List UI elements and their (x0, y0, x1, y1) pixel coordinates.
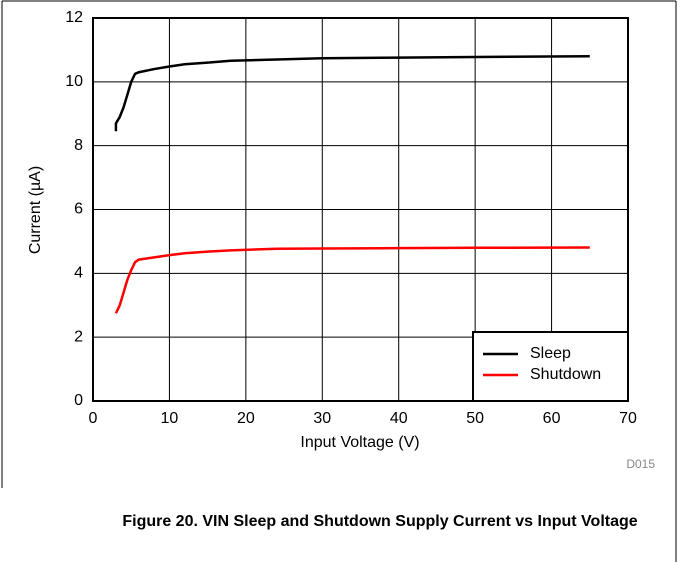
x-tick-label: 70 (619, 410, 637, 427)
x-tick-label: 0 (89, 410, 98, 427)
y-tick-label: 0 (74, 392, 83, 409)
y-axis-label: Current (µA) (27, 166, 44, 254)
y-tick-label: 12 (65, 9, 83, 26)
legend-box (472, 331, 629, 402)
x-tick-label: 60 (543, 410, 561, 427)
x-tick-label: 20 (237, 410, 255, 427)
x-axis-label: Input Voltage (V) (300, 434, 419, 451)
y-tick-label: 6 (74, 201, 83, 218)
x-tick-label: 10 (161, 410, 179, 427)
series-line (114, 55, 590, 132)
y-tick-label: 2 (74, 328, 83, 345)
caption: Figure 20. VIN Sleep and Shutdown Supply… (122, 513, 638, 530)
series-line (114, 246, 590, 314)
x-tick-label: 40 (390, 410, 408, 427)
x-tick-label: 50 (466, 410, 484, 427)
x-tick-label: 30 (313, 410, 331, 427)
legend-label: Sleep (530, 345, 571, 362)
legend-label: Shutdown (530, 366, 601, 383)
figure-code: D015 (626, 457, 655, 471)
y-tick-label: 4 (74, 265, 83, 282)
y-tick-label: 8 (74, 137, 83, 154)
plot-border (92, 17, 629, 402)
y-tick-label: 10 (65, 73, 83, 90)
